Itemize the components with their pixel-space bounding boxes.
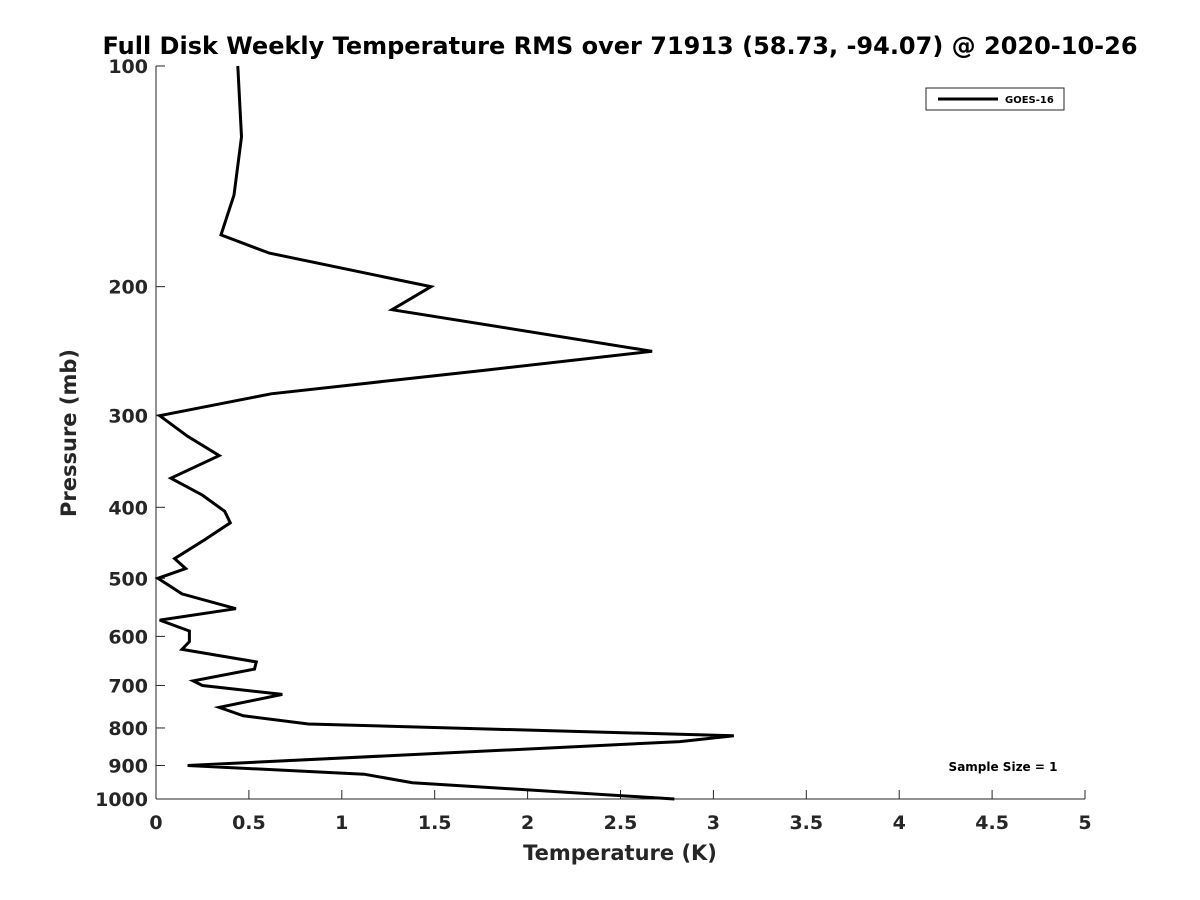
x-axis-ticks: 0 0.5 1 1.5 2 2.5 3 3.5 4 4.5 5 bbox=[149, 790, 1092, 834]
y-tick-label: 500 bbox=[108, 568, 148, 590]
y-tick-label: 1000 bbox=[95, 789, 148, 811]
y-axis-ticks: 100 200 300 400 500 600 700 800 900 1000 bbox=[95, 56, 165, 811]
series-line-goes-16 bbox=[154, 65, 734, 801]
x-tick-label: 4.5 bbox=[975, 812, 1009, 834]
y-tick-label: 800 bbox=[108, 718, 148, 740]
x-tick-label: 4 bbox=[893, 812, 906, 834]
y-tick-label: 300 bbox=[108, 406, 148, 428]
y-tick-label: 700 bbox=[108, 675, 148, 697]
x-tick-label: 2 bbox=[521, 812, 534, 834]
series-group bbox=[154, 65, 734, 801]
x-tick-label: 1.5 bbox=[418, 812, 452, 834]
y-axis-label: Pressure (mb) bbox=[57, 349, 81, 517]
legend-label-goes-16: GOES-16 bbox=[1005, 95, 1054, 106]
sample-size-annotation: Sample Size = 1 bbox=[949, 760, 1058, 774]
x-tick-label: 0.5 bbox=[232, 812, 266, 834]
x-tick-label: 0 bbox=[149, 812, 162, 834]
chart-title: Full Disk Weekly Temperature RMS over 71… bbox=[102, 32, 1137, 60]
y-tick-label: 400 bbox=[108, 497, 148, 519]
y-tick-label: 200 bbox=[108, 277, 148, 299]
x-tick-label: 5 bbox=[1078, 812, 1091, 834]
x-tick-label: 3 bbox=[707, 812, 720, 834]
y-tick-label: 900 bbox=[108, 755, 148, 777]
legend: GOES-16 bbox=[925, 87, 1065, 111]
y-tick-label: 600 bbox=[108, 626, 148, 648]
y-tick-label: 100 bbox=[108, 56, 148, 78]
x-tick-label: 3.5 bbox=[789, 812, 823, 834]
x-axis-label: Temperature (K) bbox=[523, 841, 717, 865]
x-tick-label: 1 bbox=[335, 812, 348, 834]
x-tick-label: 2.5 bbox=[604, 812, 638, 834]
